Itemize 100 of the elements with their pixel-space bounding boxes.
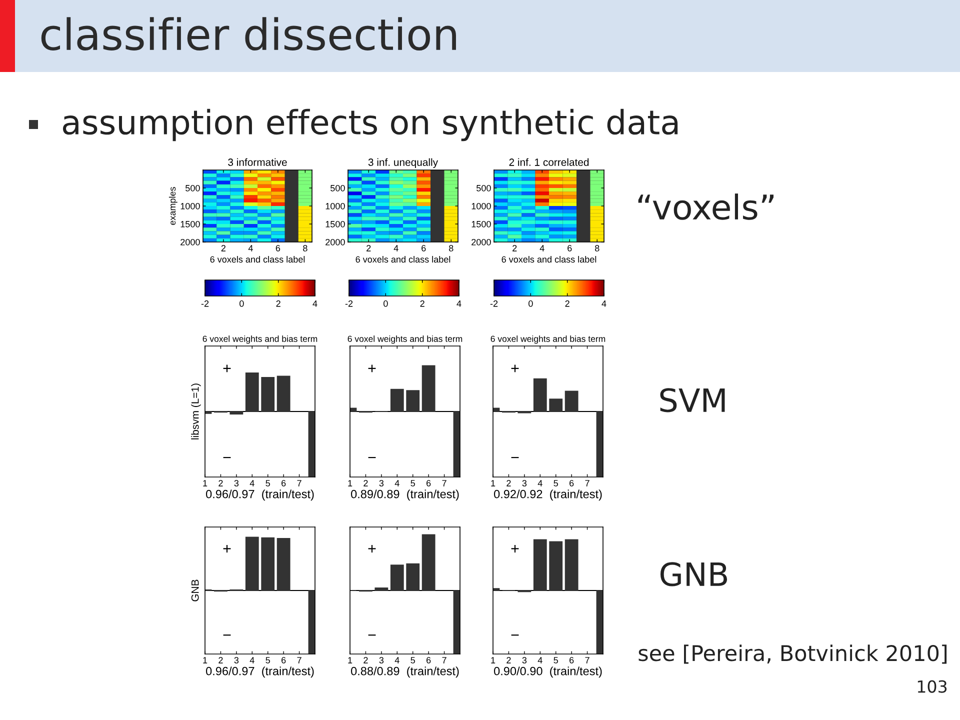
y-tick-label: 500 <box>330 184 345 192</box>
x-tick-label: 4 <box>540 245 544 252</box>
bar <box>245 372 259 412</box>
x-tick-label: 4 <box>538 480 542 486</box>
x-tick-label: 1 <box>491 480 496 486</box>
x-tick-label: 7 <box>585 480 590 486</box>
color-bar-label: 0 <box>240 300 244 307</box>
x-tick-label: 5 <box>410 480 415 486</box>
y-tick-label: 1500 <box>472 220 491 228</box>
y-tick-label: 1500 <box>326 220 345 228</box>
x-tick-label: 6 <box>570 657 574 664</box>
chart-title: 6 voxel weights and bias term <box>490 335 606 344</box>
y-tick-label: 500 <box>476 184 491 192</box>
x-tick-label: 1 <box>491 657 496 664</box>
x-tick-label: 6 <box>276 245 280 252</box>
x-axis-title: 0.96/0.97 (train/test) <box>206 666 314 678</box>
bar <box>549 541 563 591</box>
y-tick-label: 500 <box>186 184 200 192</box>
y-tick-label: 1000 <box>472 202 491 210</box>
x-tick-label: 2 <box>364 657 368 664</box>
bar <box>390 564 404 591</box>
x-axis-title: 0.96/0.97 (train/test) <box>206 490 314 501</box>
color-bar-label: 2 <box>565 300 570 307</box>
x-tick-label: 2 <box>221 245 226 252</box>
x-tick-label: 7 <box>442 657 446 664</box>
x-tick-label: 5 <box>410 657 415 664</box>
chart-title: 2 inf. 1 correlated <box>509 158 589 166</box>
x-tick-label: 2 <box>364 480 368 486</box>
annotation: + <box>511 544 519 552</box>
bar <box>549 398 563 412</box>
chart-title: 6 voxel weights and bias term <box>348 335 462 344</box>
x-tick-label: 7 <box>585 657 590 664</box>
x-tick-label: 6 <box>422 245 426 252</box>
color-bar-label: 4 <box>312 300 318 307</box>
color-bar-label: -2 <box>345 300 353 307</box>
x-tick-label: 8 <box>303 245 308 252</box>
x-tick-label: 3 <box>379 480 384 486</box>
y-tick-label: 2000 <box>326 238 345 246</box>
text: classifier dissection <box>41 17 456 50</box>
bar <box>533 539 547 591</box>
x-tick-label: 4 <box>250 657 254 664</box>
x-tick-label: 6 <box>570 480 574 486</box>
x-tick-label: 4 <box>394 657 400 664</box>
x-tick-label: 2 <box>506 480 511 486</box>
x-tick-label: 5 <box>266 480 270 486</box>
y-axis-title: examples <box>168 187 178 225</box>
x-axis-title: 0.92/0.92 (train/test) <box>494 490 602 501</box>
chart-title: 3 inf. unequally <box>368 158 438 168</box>
text: “voxels” <box>638 194 774 220</box>
x-tick-label: 6 <box>426 657 431 664</box>
bar <box>374 588 388 591</box>
x-tick-label: 6 <box>426 480 431 486</box>
color-bar-label: 0 <box>384 300 388 307</box>
bar <box>245 536 259 591</box>
x-tick-label: 6 <box>568 245 572 252</box>
x-tick-label: 3 <box>234 657 239 664</box>
text: SVM <box>660 388 725 412</box>
x-tick-label: 2 <box>218 480 223 486</box>
chart-title: 3 informative <box>228 158 287 166</box>
y-tick-label: 2000 <box>472 238 491 246</box>
annotation: + <box>368 364 376 372</box>
color-bar-label: 2 <box>420 300 424 307</box>
x-tick-label: 5 <box>554 480 558 486</box>
x-axis-title: 0.90/0.90 (train/test) <box>494 666 602 678</box>
bar <box>230 411 244 415</box>
x-tick-label: 1 <box>348 657 352 664</box>
annotation: − <box>368 634 376 636</box>
x-tick-label: 4 <box>250 480 254 486</box>
color-bar-label: 0 <box>528 300 533 307</box>
color-bar-label: -2 <box>201 300 209 307</box>
x-axis-title: 0.88/0.89 (train/test) <box>351 666 459 678</box>
text: 103 <box>918 680 947 693</box>
x-tick-label: 8 <box>449 245 454 252</box>
annotation: − <box>368 456 376 458</box>
text: see [Pereira, Botvinick 2010] <box>638 644 947 664</box>
bar <box>261 377 275 412</box>
y-axis-title: GNB <box>191 580 199 602</box>
bar <box>261 537 275 591</box>
x-tick-label: 5 <box>554 657 558 664</box>
x-tick-label: 1 <box>203 480 208 486</box>
x-axis-title: 6 voxels and class label <box>210 256 305 263</box>
annotation: − <box>511 634 519 636</box>
x-tick-label: 6 <box>282 657 286 664</box>
x-tick-label: 2 <box>218 657 223 664</box>
y-axis-title: libsvm (L=1) <box>191 384 201 440</box>
x-tick-label: 3 <box>522 657 527 664</box>
color-bar-label: 4 <box>602 300 606 307</box>
x-tick-label: 3 <box>522 480 527 486</box>
bar <box>533 378 547 412</box>
x-axis-title: 6 voxels and class label <box>356 256 450 263</box>
x-tick-label: 5 <box>266 657 270 664</box>
text: + <box>223 364 231 372</box>
annotation: − <box>223 634 231 636</box>
text: + <box>511 364 519 372</box>
x-tick-label: 3 <box>234 480 239 486</box>
text: GNB <box>660 562 728 586</box>
x-tick-label: 4 <box>538 657 542 664</box>
y-tick-label: 2000 <box>180 238 200 246</box>
x-tick-label: 2 <box>506 657 511 664</box>
x-tick-label: 7 <box>297 657 302 664</box>
